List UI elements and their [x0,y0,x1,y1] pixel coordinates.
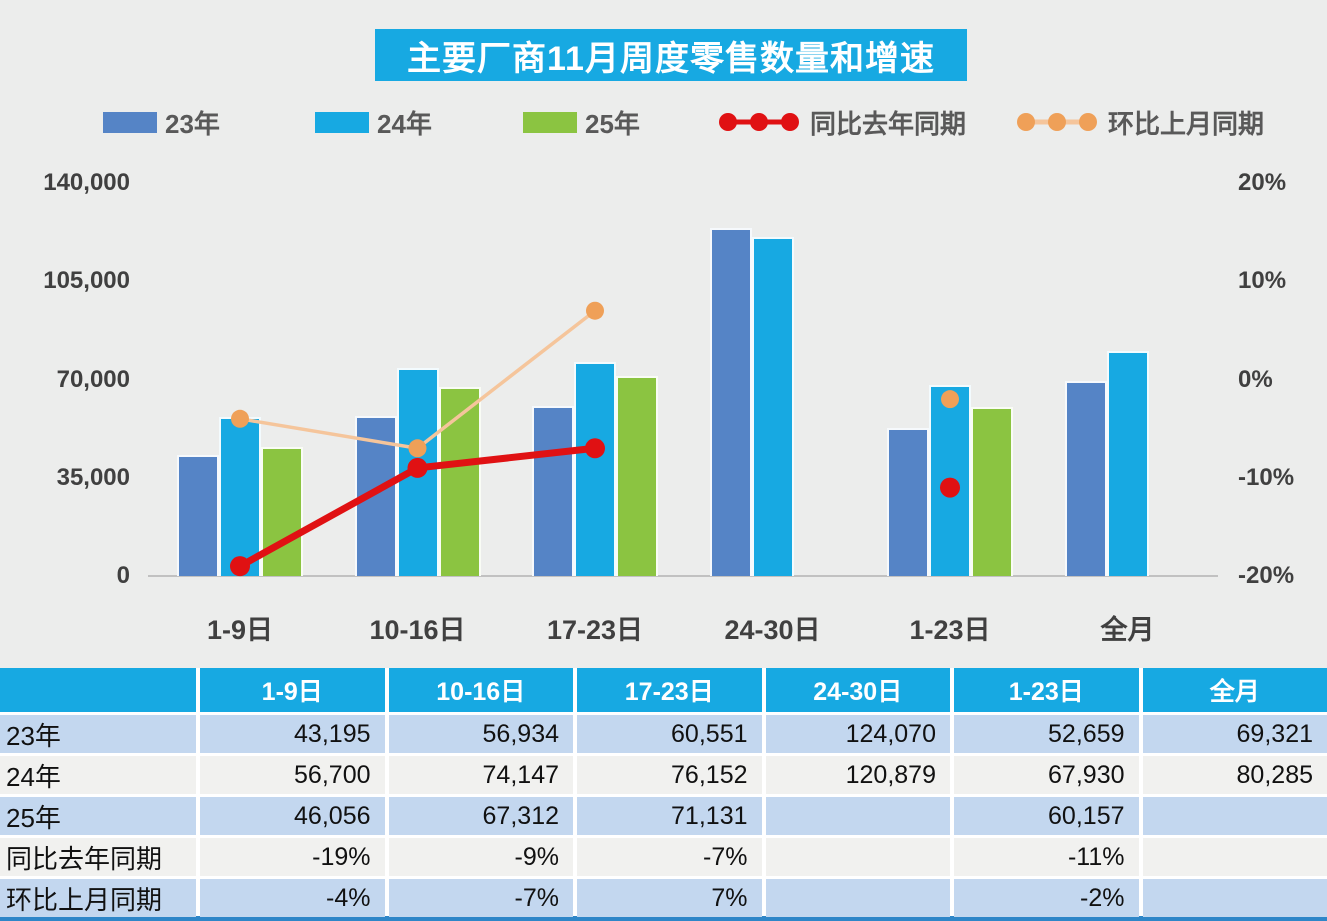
table-cell: -4% [200,879,385,917]
y-left-tick: 0 [116,562,130,589]
bar-24年-1-23日 [929,385,971,576]
legend-swatch-icon [523,111,577,133]
legend-item-25年: 25年 [523,104,640,140]
x-axis-category: 10-16日 [369,615,466,645]
y-right-tick: 0% [1238,365,1273,393]
table-header-1-23日: 1-23日 [954,668,1139,712]
table-cell: -11% [954,838,1139,876]
legend-line-icon [1017,113,1097,131]
bar-25年-17-23日 [616,376,658,576]
table-cell: -9% [388,838,573,876]
table-cell: 120,879 [765,756,950,794]
table-header-24-30日: 24-30日 [765,668,950,712]
table-cell: 60,551 [577,715,762,753]
legend-swatch-icon [103,111,157,133]
marker-环比上月同期-17-23日 [586,301,604,320]
legend-item-23年: 23年 [103,104,220,140]
x-axis-category: 1-9日 [206,615,274,645]
legend-line-icon [719,113,799,131]
x-axis-category: 24-30日 [724,615,821,645]
y-right-tick: -20% [1238,562,1295,589]
bar-25年-1-9日 [261,446,303,576]
table-cell: 124,070 [765,715,950,753]
legend-label: 同比去年同期 [810,108,967,139]
table-cell: 76,152 [577,756,762,794]
legend-label: 24年 [377,108,432,139]
table-row-label: 25年 [0,797,196,835]
table-header-1-9日: 1-9日 [200,668,385,712]
bar-24年-24-30日 [751,236,794,576]
y-right-tick: 20% [1238,169,1287,196]
y-left-tick: 70,000 [56,365,130,393]
bar-23年-24-30日 [709,227,752,576]
bar-23年-全月 [1064,381,1107,576]
table-header-17-23日: 17-23日 [577,668,762,712]
legend-swatch-icon [315,111,369,133]
table-cell [1142,838,1327,876]
bar-25年-10-16日 [438,387,481,576]
table-cell: 67,312 [388,797,573,835]
bar-24年-10-16日 [396,367,439,576]
legend-item-环比上月同期: 环比上月同期 [1014,104,1264,140]
legend-label: 23年 [165,108,220,139]
bar-23年-10-16日 [354,416,397,576]
data-table: 1-9日 10-16日 17-23日 24-30日 1-23日 全月 23年 43,195 56… [0,668,1327,921]
table-cell: 71,131 [577,797,762,835]
table-cell: 67,930 [954,756,1139,794]
table-cell [765,879,950,917]
bar-24年-17-23日 [574,362,616,576]
x-axis-category: 全月 [1100,615,1155,645]
table-cell: 80,285 [1142,756,1327,794]
bar-23年-17-23日 [532,406,574,576]
table-cell: 74,147 [388,756,573,794]
legend-item-24年: 24年 [315,104,432,140]
table-cell [1142,797,1327,835]
table-row-label: 同比去年同期 [0,838,196,876]
y-left-tick: 35,000 [56,463,130,491]
table-header-10-16日: 10-16日 [388,668,573,712]
x-axis-category: 17-23日 [546,615,644,645]
table-cell: 52,659 [954,715,1139,753]
y-left-tick: 140,000 [43,169,130,196]
legend-item-同比去年同期: 同比去年同期 [716,104,966,140]
chart-area: 140,000 105,000 70,000 35,000 0 20% 10% 0% -10% -… [43,169,1295,645]
table-cell [1142,879,1327,917]
table-cell: -7% [388,879,573,917]
table-row-label: 环比上月同期 [0,879,196,917]
table-row-label: 23年 [0,715,196,753]
y-right-tick: -10% [1238,463,1295,491]
table-cell: 56,934 [388,715,573,753]
y-right-tick: 10% [1238,267,1287,295]
table-cell: 60,157 [954,797,1139,835]
table-cell [765,838,950,876]
legend-label: 环比上月同期 [1108,108,1265,139]
table-cell: 46,056 [200,797,385,835]
table-header-blank [0,668,196,712]
x-axis-category: 1-23日 [909,615,991,645]
table-cell [765,797,950,835]
bar-25年-1-23日 [971,407,1013,576]
table-cell: -19% [200,838,385,876]
chart-title: 主要厂商11月周度零售数量和增速 [375,29,967,81]
table-header-全月: 全月 [1142,668,1327,712]
table-row-label: 24年 [0,756,196,794]
table-cell: 69,321 [1142,715,1327,753]
bar-23年-1-9日 [177,454,219,576]
table-cell: 43,195 [200,715,385,753]
table-cell: -2% [954,879,1139,917]
chart-legend: 23年 24年 25年 同比去年同期 环比上月同期 [0,104,1327,140]
bar-23年-1-23日 [887,428,929,576]
x-axis-line [148,575,1218,577]
bar-24年-1-9日 [219,416,261,576]
table-cell: 56,700 [200,756,385,794]
table-cell: -7% [577,838,762,876]
bar-24年-全月 [1106,350,1149,576]
y-left-tick: 105,000 [43,267,130,295]
table-cell: 7% [577,879,762,917]
legend-label: 25年 [585,108,640,139]
